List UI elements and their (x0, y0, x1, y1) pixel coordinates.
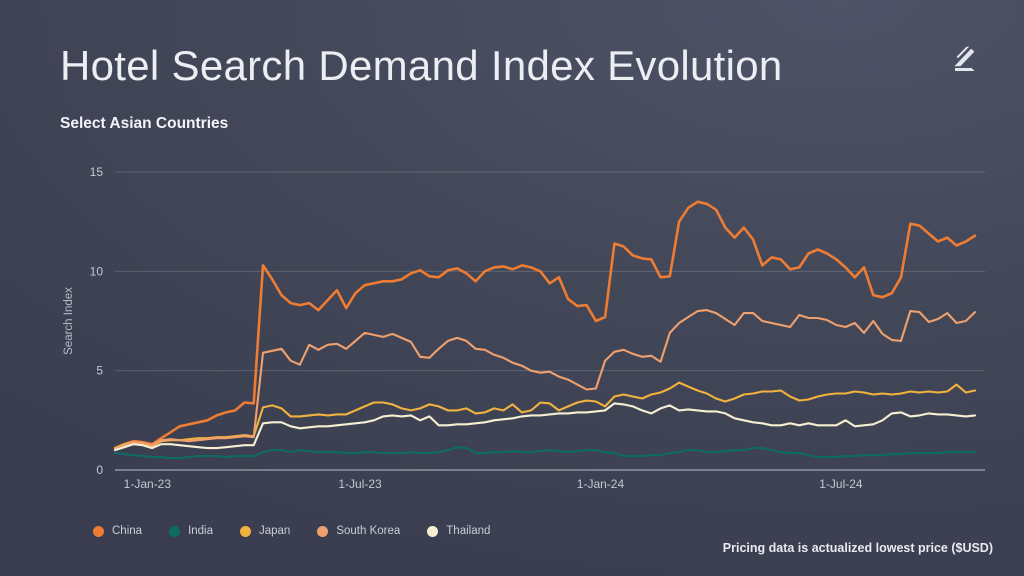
legend-item-china: China (93, 525, 142, 537)
legend-label-japan: Japan (259, 525, 291, 537)
legend-swatch-japan (240, 525, 251, 537)
legend-item-south-korea: South Korea (317, 525, 400, 537)
x-tick-label-1-jul-23: 1-Jul-23 (338, 477, 382, 491)
legend-item-japan: Japan (240, 525, 290, 537)
series-line-india (113, 446, 977, 460)
legend-swatch-china (93, 525, 104, 537)
legend-label-thailand: Thailand (446, 525, 491, 537)
series-line-china (113, 200, 977, 450)
legend-swatch-india (169, 525, 181, 537)
x-tick-label-1-jul-24: 1-Jul-24 (819, 477, 863, 491)
y-tick-label-0: 0 (96, 463, 103, 477)
series-line-south-korea (113, 309, 977, 451)
legend-item-thailand: Thailand (427, 525, 490, 537)
y-tick-label-5: 5 (96, 364, 103, 378)
x-tick-label-1-jan-24: 1-Jan-24 (577, 477, 625, 491)
x-tick-label-1-jan-23: 1-Jan-23 (124, 477, 172, 491)
legend-swatch-thailand (427, 525, 439, 537)
page-subtitle: Select Asian Countries (60, 115, 229, 132)
legend-label-south-korea: South Korea (336, 525, 401, 537)
legend-swatch-south-korea (317, 525, 329, 537)
y-tick-label-15: 15 (90, 165, 104, 179)
series-line-japan (113, 381, 977, 450)
page-title: Hotel Search Demand Index Evolution (60, 42, 783, 89)
legend-item-india: India (169, 525, 213, 537)
brand-logo-icon (945, 43, 979, 75)
legend-label-china: China (112, 525, 143, 537)
pricing-footnote: Pricing data is actualized lowest price … (722, 541, 993, 555)
y-tick-label-10: 10 (90, 264, 104, 278)
chart-legend: China India Japan South Korea Thailand (93, 525, 490, 537)
series-line-thailand (113, 402, 977, 452)
legend-label-india: India (188, 525, 213, 537)
y-axis-title: Search Index (63, 287, 75, 355)
